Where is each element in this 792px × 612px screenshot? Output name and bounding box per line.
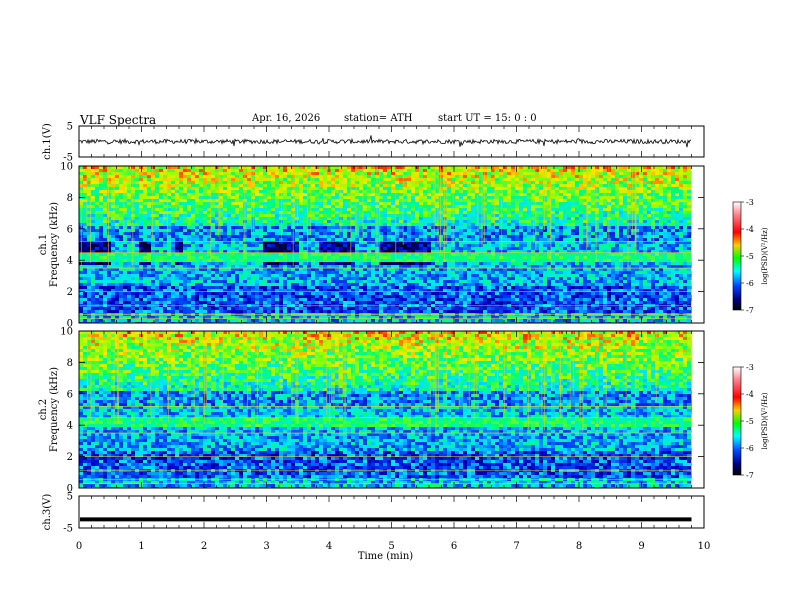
ch3-tick-label: -5: [63, 524, 73, 535]
spec1-colorbar: [732, 201, 742, 311]
spec2-colorbar-tick-label: -7: [746, 471, 754, 480]
spec2-colorbar: [732, 366, 742, 476]
spec1-tick-label: 2: [67, 287, 73, 298]
x-axis-label: Time (min): [358, 551, 413, 562]
station-label: station= ATH: [344, 113, 413, 124]
ch3-tick-label: 5: [67, 492, 73, 503]
spec1-tick-label: 4: [67, 256, 73, 267]
date-label: Apr. 16, 2026: [252, 113, 321, 124]
figure-title: VLF Spectra: [80, 113, 157, 127]
spec2-tick-label: 10: [60, 327, 73, 338]
spec2-colorbar-label: log(PSD)(V²/Hz): [761, 392, 769, 449]
spec1-ylabel: Frequency (kHz): [49, 202, 60, 287]
spec2-tick-label: 4: [67, 421, 73, 432]
ch1-spectrogram: [79, 166, 692, 323]
ch2-spectrogram: [79, 331, 693, 488]
x-tick-label: 9: [638, 541, 644, 552]
spec2-colorbar-tick-label: -4: [746, 390, 754, 399]
spec1-tick-label: 6: [67, 224, 73, 235]
spec2-ylabel: ch.2: [38, 399, 49, 421]
spec2-colorbar-tick-label: -5: [746, 417, 754, 426]
x-tick-label: 5: [388, 541, 394, 552]
ch1-waveform: [78, 135, 692, 148]
spec1-tick-label: 0: [67, 319, 73, 330]
spec1-tick-label: 10: [60, 162, 73, 173]
spec1-colorbar-label: log(PSD)(V²/Hz): [761, 227, 769, 284]
x-tick-label: 1: [138, 541, 144, 552]
start-time-label: start UT = 15: 0 : 0: [438, 113, 537, 124]
spec1-colorbar-tick-label: -5: [746, 252, 754, 261]
x-tick-label: 2: [201, 541, 207, 552]
x-tick-label: 10: [698, 541, 711, 552]
spec1-colorbar-tick-label: -7: [746, 306, 754, 315]
x-tick-label: 7: [513, 541, 519, 552]
spec1-colorbar-tick-label: -3: [746, 198, 754, 207]
ch1-tick-label: -5: [63, 153, 73, 164]
x-tick-label: 6: [451, 541, 457, 552]
x-tick-label: 3: [263, 541, 269, 552]
spec1-tick-label: 8: [67, 193, 73, 204]
spec1-colorbar-tick-label: -6: [746, 279, 754, 288]
spec2-ylabel: Frequency (kHz): [49, 367, 60, 452]
spec1-ylabel: ch.1: [38, 234, 49, 256]
ch1-tick-label: 5: [67, 122, 73, 133]
spec2-colorbar-tick-label: -6: [746, 444, 754, 453]
spec2-tick-label: 0: [67, 484, 73, 495]
spec2-tick-label: 6: [67, 389, 73, 400]
spec2-colorbar-tick-label: -3: [746, 363, 754, 372]
x-tick-label: 0: [76, 541, 82, 552]
x-tick-label: 4: [326, 541, 332, 552]
ch1-ylabel: ch.1(V): [42, 123, 53, 160]
spec2-tick-label: 2: [67, 452, 73, 463]
spec2-tick-label: 8: [67, 358, 73, 369]
x-tick-label: 8: [576, 541, 582, 552]
ch1-trace: [78, 135, 692, 148]
ch3-ylabel: ch.3(V): [42, 494, 53, 531]
spec1-colorbar-tick-label: -4: [746, 225, 754, 234]
